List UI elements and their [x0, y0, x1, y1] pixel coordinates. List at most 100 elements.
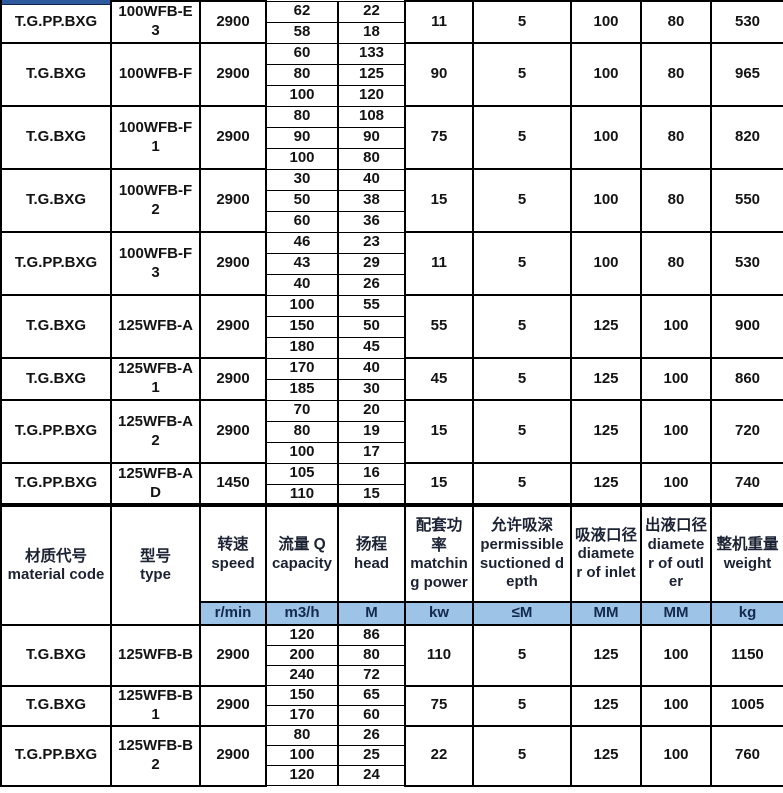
table-row: T.G.PP.BXG 100WFB-E3 2900 62 22 11 5 100 80 530 [0, 0, 783, 44]
power-cell: 45 [404, 357, 474, 401]
material-code-cell: T.G.BXG [0, 294, 112, 359]
head-cell: 65 [337, 685, 406, 706]
col-header-material-code: 材质代号 material code [0, 503, 112, 627]
table-row: 100 120 [1, 84, 783, 107]
speed-cell: 2900 [199, 684, 267, 727]
unit-inlet-diameter: MM [570, 601, 642, 627]
model-cell: 125WFB-B [110, 624, 201, 687]
col-header-capacity-en: capacity [271, 554, 333, 572]
power-cell: 55 [404, 294, 474, 359]
suction-depth-cell: 5 [472, 105, 572, 170]
flow-cell: 80 [265, 105, 339, 128]
power-cell: 11 [404, 0, 474, 44]
table-row: T.G.PP.BXG 100WFB-F3 2900 46 23 11 5 100 80 530 [0, 231, 783, 296]
head-cell: 25 [337, 745, 406, 766]
head-cell: 20 [337, 399, 406, 422]
flow-cell: 170 [265, 705, 339, 726]
table-row: T.G.BXG 100WFB-F2 2900 30 40 15 5 100 80 550 [0, 168, 783, 233]
head-cell: 40 [337, 168, 406, 191]
model-cell: 100WFB-F2 [110, 168, 201, 233]
flow-cell: 62 [265, 0, 339, 23]
weight-cell: 820 [710, 105, 783, 170]
weight-cell: 530 [710, 0, 783, 44]
inlet-diameter-cell: 125 [570, 724, 642, 787]
power-cell: 15 [404, 399, 474, 464]
flow-cell: 240 [265, 665, 339, 686]
head-cell: 55 [337, 294, 406, 317]
head-cell: 19 [337, 420, 406, 443]
table-row: 150 50 [1, 315, 783, 338]
head-cell: 80 [337, 645, 406, 666]
col-header-inlet-diameter-zh: 吸液口径 [575, 526, 638, 544]
head-cell: 125 [337, 63, 406, 86]
col-header-type-zh: 型号 [139, 547, 171, 565]
inlet-diameter-cell: 125 [570, 357, 642, 401]
suction-depth-cell: 5 [472, 231, 572, 296]
outlet-diameter-cell: 100 [640, 684, 712, 727]
outlet-diameter-cell: 80 [640, 42, 712, 107]
top-partial-row-highlight [2, 0, 110, 5]
table-row: T.G.BXG 125WFB-B 2900 120 86 110 5 125 100 1150 [0, 624, 783, 687]
model-cell: 125WFB-A2 [110, 399, 201, 464]
speed-cell: 2900 [199, 294, 267, 359]
head-cell: 45 [337, 336, 406, 359]
model-cell: 100WFB-F3 [110, 231, 201, 296]
flow-cell: 170 [265, 357, 339, 380]
col-header-matching-power: 配套功率 matching power [404, 503, 474, 604]
material-code-cell: T.G.PP.BXG [0, 0, 112, 44]
table-row: 170 60 [1, 705, 783, 726]
power-cell: 75 [404, 684, 474, 727]
inlet-diameter-cell: 100 [570, 168, 642, 233]
head-cell: 36 [337, 210, 406, 233]
table-row: T.G.BXG 100WFB-F1 2900 80 108 75 5 100 80 820 [0, 105, 783, 170]
weight-cell: 965 [710, 42, 783, 107]
flow-cell: 100 [265, 147, 339, 170]
material-code-cell: T.G.BXG [0, 624, 112, 687]
table-row: T.G.PP.BXG 125WFB-AD 1450 105 16 15 5 125 100 740 [0, 461, 783, 507]
table-row: T.G.BXG 100WFB-F 2900 60 133 90 5 100 80 965 [0, 42, 783, 107]
col-header-capacity: 流量 Q capacity [265, 503, 339, 604]
material-code-cell: T.G.BXG [0, 357, 112, 401]
head-cell: 108 [337, 105, 406, 128]
col-header-suction-depth-en: permissible suctioned depth [479, 535, 565, 591]
suction-depth-cell: 5 [472, 42, 572, 107]
table-row: 80 19 [1, 420, 783, 443]
speed-cell: 2900 [199, 168, 267, 233]
table-row: 43 29 [1, 252, 783, 275]
outlet-diameter-cell: 80 [640, 105, 712, 170]
col-header-capacity-zh: 流量 Q [278, 536, 326, 554]
speed-cell: 2900 [199, 357, 267, 401]
model-cell: 100WFB-F1 [110, 105, 201, 170]
unit-outlet-diameter: MM [640, 601, 712, 627]
power-cell: 90 [404, 42, 474, 107]
col-header-weight-zh: 整机重量 [716, 536, 779, 554]
material-code-cell: T.G.BXG [0, 684, 112, 727]
head-cell: 80 [337, 147, 406, 170]
head-cell: 26 [337, 273, 406, 296]
table-row: 100 25 [1, 745, 783, 766]
col-header-inlet-diameter-en: diameter of inlet [576, 545, 636, 581]
outlet-diameter-cell: 100 [640, 294, 712, 359]
inlet-diameter-cell: 125 [570, 624, 642, 687]
suction-depth-cell: 5 [472, 461, 572, 507]
material-code-cell: T.G.PP.BXG [0, 724, 112, 787]
outlet-diameter-cell: 100 [640, 399, 712, 464]
head-cell: 50 [337, 315, 406, 338]
col-header-weight-en: weight [723, 554, 772, 572]
col-header-outlet-diameter: 出液口径 diameter of outler [640, 503, 712, 604]
suction-depth-cell: 5 [472, 399, 572, 464]
flow-cell: 70 [265, 399, 339, 422]
flow-cell: 120 [265, 765, 339, 786]
table-row: 40 26 [1, 273, 783, 296]
flow-cell: 105 [265, 462, 339, 485]
power-cell: 75 [404, 105, 474, 170]
speed-cell: 2900 [199, 105, 267, 170]
unit-weight: kg [710, 601, 783, 627]
head-cell: 90 [337, 126, 406, 149]
model-cell: 125WFB-B1 [110, 684, 201, 727]
head-cell: 38 [337, 189, 406, 212]
power-cell: 22 [404, 724, 474, 787]
speed-cell: 2900 [199, 724, 267, 787]
flow-cell: 90 [265, 126, 339, 149]
outlet-diameter-cell: 80 [640, 168, 712, 233]
